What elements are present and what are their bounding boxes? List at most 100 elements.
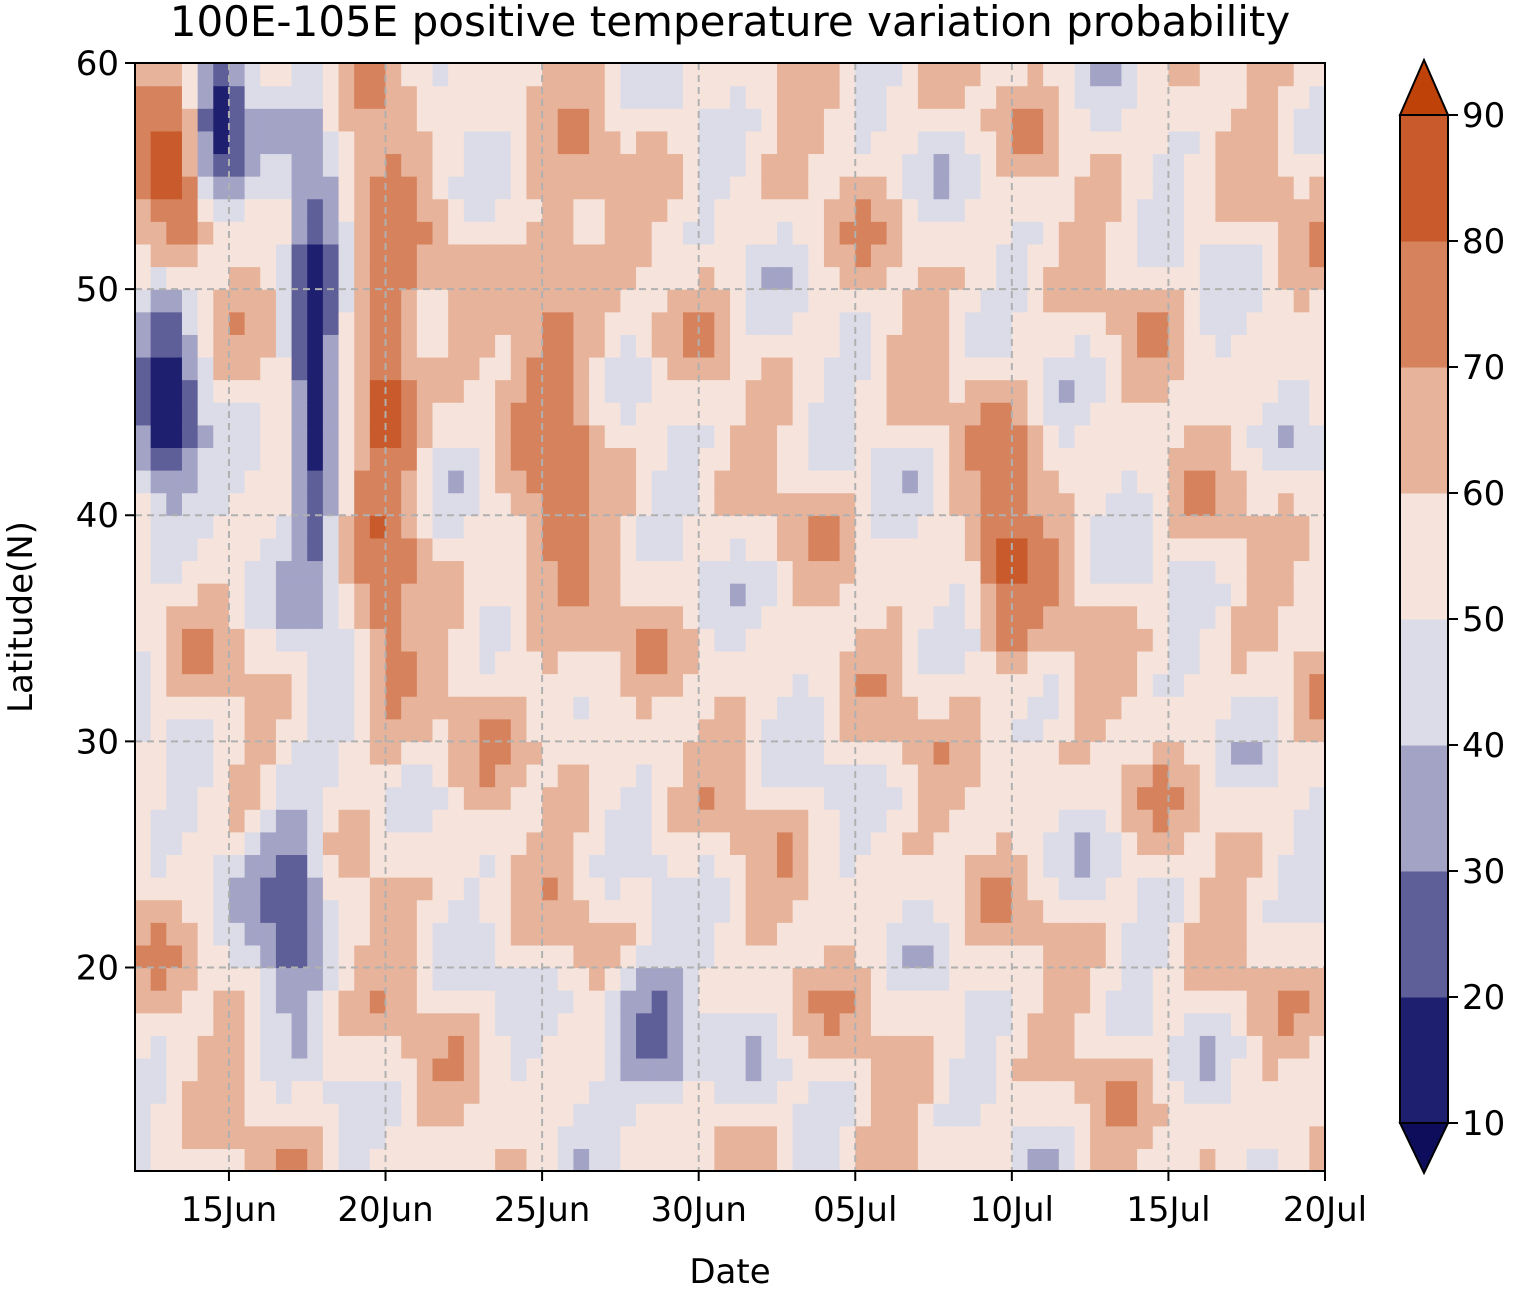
contour-cell: [933, 718, 950, 742]
contour-cell: [902, 922, 919, 946]
contour-cell: [1027, 243, 1044, 268]
contour-cell: [181, 763, 199, 788]
contour-cell: [432, 470, 449, 494]
contour-cell: [683, 809, 700, 833]
contour-cell: [448, 266, 465, 290]
contour-cell: [197, 356, 214, 381]
contour-cell: [150, 650, 167, 675]
contour-cell: [557, 130, 575, 155]
contour-cell: [354, 718, 371, 742]
contour-cell: [1121, 1035, 1138, 1059]
contour-cell: [275, 1148, 293, 1172]
contour-cell: [181, 492, 199, 516]
contour-cell: [776, 537, 794, 562]
contour-cell: [291, 628, 308, 652]
contour-cell: [448, 176, 465, 200]
contour-cell: [855, 741, 872, 765]
contour-cell: [683, 1080, 700, 1104]
contour-cell: [1152, 221, 1170, 245]
contour-cell: [651, 831, 668, 856]
contour-cell: [542, 492, 559, 516]
contour-cell: [1152, 515, 1170, 539]
contour-cell: [542, 1012, 559, 1036]
contour-cell: [1121, 673, 1138, 697]
contour-cell: [589, 899, 606, 923]
contour-cell: [495, 990, 512, 1014]
contour-cell: [385, 809, 402, 833]
contour-cell: [526, 379, 543, 403]
contour-cell: [1262, 583, 1279, 607]
contour-cell: [150, 1080, 167, 1104]
contour-cell: [1293, 221, 1310, 245]
contour-cell: [385, 1057, 402, 1082]
contour-cell: [135, 990, 152, 1014]
contour-cell: [228, 492, 246, 516]
contour-cell: [448, 1080, 465, 1104]
contour-cell: [964, 809, 982, 833]
contour-cell: [526, 741, 543, 765]
contour-cell: [980, 402, 997, 426]
contour-cell: [135, 198, 152, 222]
contour-cell: [1090, 583, 1107, 607]
contour-cell: [526, 266, 543, 290]
contour-cell: [808, 176, 825, 200]
contour-cell: [667, 786, 684, 810]
contour-cell: [1199, 85, 1216, 109]
contour-cell: [448, 718, 465, 742]
contour-cell: [1231, 605, 1248, 629]
contour-cell: [1184, 1012, 1201, 1036]
contour-cell: [1027, 334, 1044, 358]
contour-cell: [776, 492, 794, 516]
contour-cell: [1184, 718, 1201, 742]
contour-cell: [745, 447, 762, 471]
contour-cell: [510, 356, 528, 381]
contour-cell: [886, 1057, 903, 1082]
contour-cell: [479, 266, 496, 290]
contour-cell: [964, 1148, 982, 1172]
contour-cell: [1043, 130, 1060, 155]
contour-cell: [1105, 470, 1123, 494]
contour-cell: [448, 356, 465, 381]
contour-cell: [730, 763, 747, 788]
contour-cell: [808, 922, 825, 946]
contour-cell: [291, 696, 308, 720]
contour-cell: [698, 1057, 715, 1082]
contour-cell: [1074, 356, 1091, 381]
contour-cell: [448, 628, 465, 652]
contour-cell: [244, 311, 261, 335]
contour-cell: [542, 854, 559, 878]
contour-cell: [1152, 718, 1170, 742]
contour-cell: [761, 922, 778, 946]
contour-cell: [260, 741, 277, 765]
contour-cell: [917, 1080, 935, 1104]
contour-cell: [463, 85, 481, 109]
contour-cell: [1074, 809, 1091, 833]
contour-cell: [776, 831, 794, 856]
contour-cell: [1043, 447, 1060, 471]
contour-cell: [823, 243, 841, 268]
contour-cell: [808, 243, 825, 268]
contour-cell: [1168, 402, 1185, 426]
contour-cell: [917, 877, 935, 901]
contour-cell: [526, 786, 543, 810]
contour-cell: [933, 673, 950, 697]
contour-cell: [1184, 492, 1201, 516]
contour-cell: [1090, 718, 1107, 742]
contour-cell: [1011, 650, 1029, 675]
x-tick-label: 25Jun: [494, 1190, 590, 1230]
contour-cell: [322, 605, 340, 629]
contour-cell: [1011, 130, 1029, 155]
contour-cell: [1152, 424, 1170, 449]
contour-cell: [213, 1035, 230, 1059]
contour-cell: [1152, 1080, 1170, 1104]
contour-cell: [228, 628, 246, 652]
contour-cell: [870, 424, 888, 449]
contour-cell: [761, 311, 778, 335]
contour-cell: [385, 63, 402, 87]
contour-cell: [667, 85, 684, 109]
contour-cell: [1152, 85, 1170, 109]
contour-cell: [526, 402, 543, 426]
contour-cell: [730, 176, 747, 200]
contour-cell: [996, 741, 1013, 765]
contour-cell: [322, 696, 340, 720]
